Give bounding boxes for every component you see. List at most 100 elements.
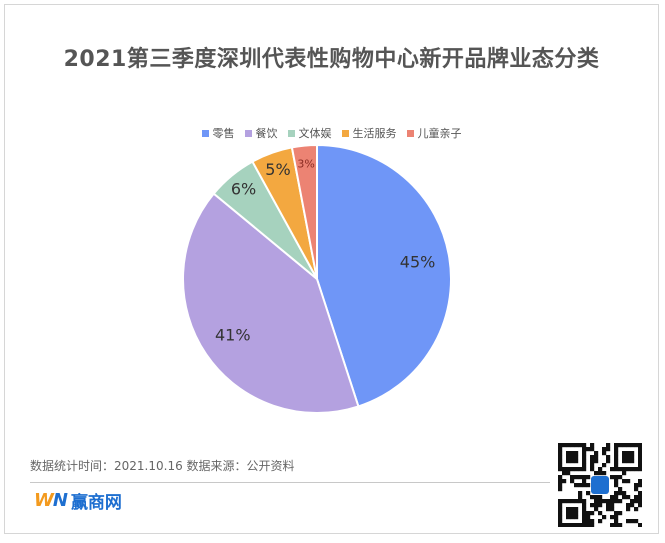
chart-card: 2021第三季度深圳代表性购物中心新开品牌业态分类 零售 餐饮 文体娱 生活服务 儿童亲… (4, 4, 659, 534)
qr-module (626, 451, 631, 456)
qr-module (630, 467, 635, 472)
qr-module (614, 479, 619, 484)
slice-label: 41% (215, 326, 251, 345)
qr-module (590, 519, 595, 524)
qr-module (618, 523, 623, 527)
pie-slice (182, 192, 360, 414)
qr-module (590, 523, 595, 527)
qr-module (586, 491, 591, 496)
qr-module (558, 523, 563, 527)
qr-module (602, 499, 607, 504)
qr-module (614, 459, 619, 464)
qr-module (610, 495, 615, 500)
qr-module (626, 507, 631, 512)
qr-module (582, 515, 587, 520)
qr-module (590, 463, 595, 468)
qr-module (638, 447, 642, 452)
chart-title: 2021第三季度深圳代表性购物中心新开品牌业态分类 (63, 47, 600, 72)
qr-module (602, 451, 607, 456)
qr-module (618, 491, 623, 496)
qr-module (594, 507, 599, 512)
qr-module (630, 443, 635, 448)
qr-module (614, 519, 619, 524)
qr-module (590, 455, 595, 460)
qr-module (558, 467, 563, 472)
qr-module (594, 495, 599, 500)
qr-module (614, 467, 619, 472)
qr-module (582, 443, 587, 448)
legend-item: 儿童亲子 (406, 125, 462, 141)
qr-module (610, 503, 615, 508)
qr-module (626, 503, 631, 508)
qr-module (566, 455, 571, 460)
footer-note: 数据统计时间：2021.10.16 数据来源：公开资料 (30, 459, 295, 473)
qr-module (582, 475, 587, 480)
legend-swatch (201, 129, 209, 137)
qr-module (578, 491, 583, 496)
qr-module (582, 523, 587, 527)
qr-module (558, 519, 563, 524)
qr-module (562, 479, 567, 484)
qr-module (590, 467, 595, 472)
qr-module (566, 443, 571, 448)
qr-module (590, 511, 595, 516)
qr-module (590, 443, 595, 448)
qr-module (570, 443, 575, 448)
qr-module (634, 499, 639, 504)
qr-module (594, 503, 599, 508)
qr-module (558, 463, 563, 468)
qr-module (614, 515, 619, 520)
qr-module (586, 511, 591, 516)
qr-module (618, 443, 623, 448)
qr-module (570, 475, 575, 480)
qr-module (614, 483, 619, 488)
qr-module (566, 523, 571, 527)
qr-module (566, 511, 571, 516)
qr-module (606, 459, 611, 464)
qr-module (606, 447, 611, 452)
qr-module (634, 507, 639, 512)
qr-module (614, 511, 619, 516)
qr-center-logo (591, 476, 609, 494)
qr-module (618, 511, 623, 516)
qr-module (590, 447, 595, 452)
legend-swatch (406, 129, 414, 137)
qr-module (618, 475, 623, 480)
qr-module (558, 459, 563, 464)
qr-module (614, 451, 619, 456)
qr-module (586, 475, 591, 480)
pie-slice (316, 143, 452, 408)
qr-module (574, 515, 579, 520)
qr-module (594, 459, 599, 464)
qr-module (578, 499, 583, 504)
qr-module (570, 459, 575, 464)
qr-module (574, 523, 579, 527)
qr-module (558, 507, 563, 512)
qr-module (638, 467, 642, 472)
qr-module (558, 511, 563, 516)
qr-module (578, 443, 583, 448)
qr-module (618, 487, 623, 492)
qr-module (614, 455, 619, 460)
qr-module (566, 507, 571, 512)
qr-module (634, 467, 639, 472)
brand-mark-n: N (52, 490, 68, 511)
qr-module (570, 455, 575, 460)
qr-module (562, 471, 567, 476)
qr-module (626, 467, 631, 472)
qr-module (614, 523, 619, 527)
brand-name: 赢商网 (70, 493, 122, 513)
qr-module (622, 491, 627, 496)
qr-module (638, 459, 642, 464)
qr-module (606, 455, 611, 460)
qr-module (622, 455, 627, 460)
legend-label: 生活服务 (352, 127, 397, 140)
qr-module (626, 459, 631, 464)
qr-module (610, 523, 615, 527)
qr-module (634, 443, 639, 448)
qr-module (638, 499, 642, 504)
qr-module (578, 495, 583, 500)
qr-module (638, 463, 642, 468)
qr-module (582, 451, 587, 456)
qr-module (606, 443, 611, 448)
